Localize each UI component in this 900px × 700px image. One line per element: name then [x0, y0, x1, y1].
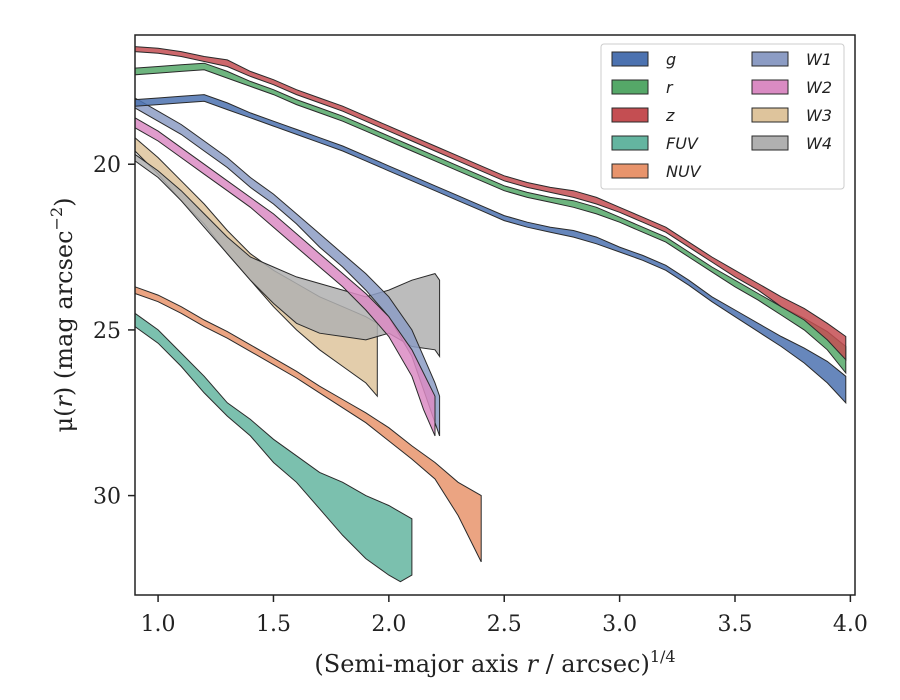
series-band-fuv	[134, 312, 413, 583]
legend-label-r: r	[666, 78, 674, 97]
x-tick-label: 1.0	[141, 612, 176, 637]
legend-label-z: z	[665, 106, 675, 125]
legend-label-w2: W2	[806, 78, 832, 97]
legend-label-fuv: FUV	[666, 134, 699, 153]
y-tick-label: 30	[93, 485, 121, 510]
x-tick-label: 2.5	[487, 612, 522, 637]
legend-swatch-w4	[751, 135, 789, 151]
x-tick-label: 3.0	[602, 612, 637, 637]
legend-swatch-nuv	[611, 163, 649, 179]
legend-swatch-g	[611, 51, 649, 67]
series-band-z	[134, 46, 847, 361]
legend-swatch-w3	[751, 107, 789, 123]
legend-swatch-w2	[751, 79, 789, 95]
series-band-w1	[134, 97, 441, 437]
y-tick-label: 20	[93, 153, 121, 178]
x-axis-ticks: 1.0 1.5 2.0 2.5 3.0 3.5 4.0	[141, 595, 868, 637]
legend-swatch-z	[611, 107, 649, 123]
legend-label-w1: W1	[806, 50, 832, 69]
legend-swatch-fuv	[611, 135, 649, 151]
y-axis-ticks: 20 25 30	[93, 153, 135, 510]
legend-label-w3: W3	[806, 106, 832, 125]
x-tick-label: 2.0	[371, 612, 406, 637]
x-tick-label: 1.5	[256, 612, 291, 637]
legend-label-nuv: NUV	[666, 162, 702, 181]
y-axis-label: μ(r) (mag arcsec−2)	[47, 197, 78, 432]
legend-swatch-w1	[751, 51, 789, 67]
legend-swatch-r	[611, 79, 649, 95]
series-band-r	[134, 62, 847, 375]
series-band-g	[134, 94, 847, 405]
x-tick-label: 3.5	[718, 612, 753, 637]
legend-label-w4: W4	[806, 134, 832, 153]
series-band-nuv	[134, 286, 482, 563]
legend-label-g: g	[666, 50, 676, 69]
series-areas	[134, 46, 847, 583]
x-tick-label: 4.0	[833, 612, 868, 637]
x-axis-label: (Semi-major axis r / arcsec)1/4	[314, 647, 675, 678]
series-band-w2	[134, 116, 436, 437]
plot-frame	[134, 34, 856, 596]
y-tick-label: 25	[93, 319, 121, 344]
legend: grz FUV NUV W1 W2 W3 W4	[600, 43, 845, 190]
